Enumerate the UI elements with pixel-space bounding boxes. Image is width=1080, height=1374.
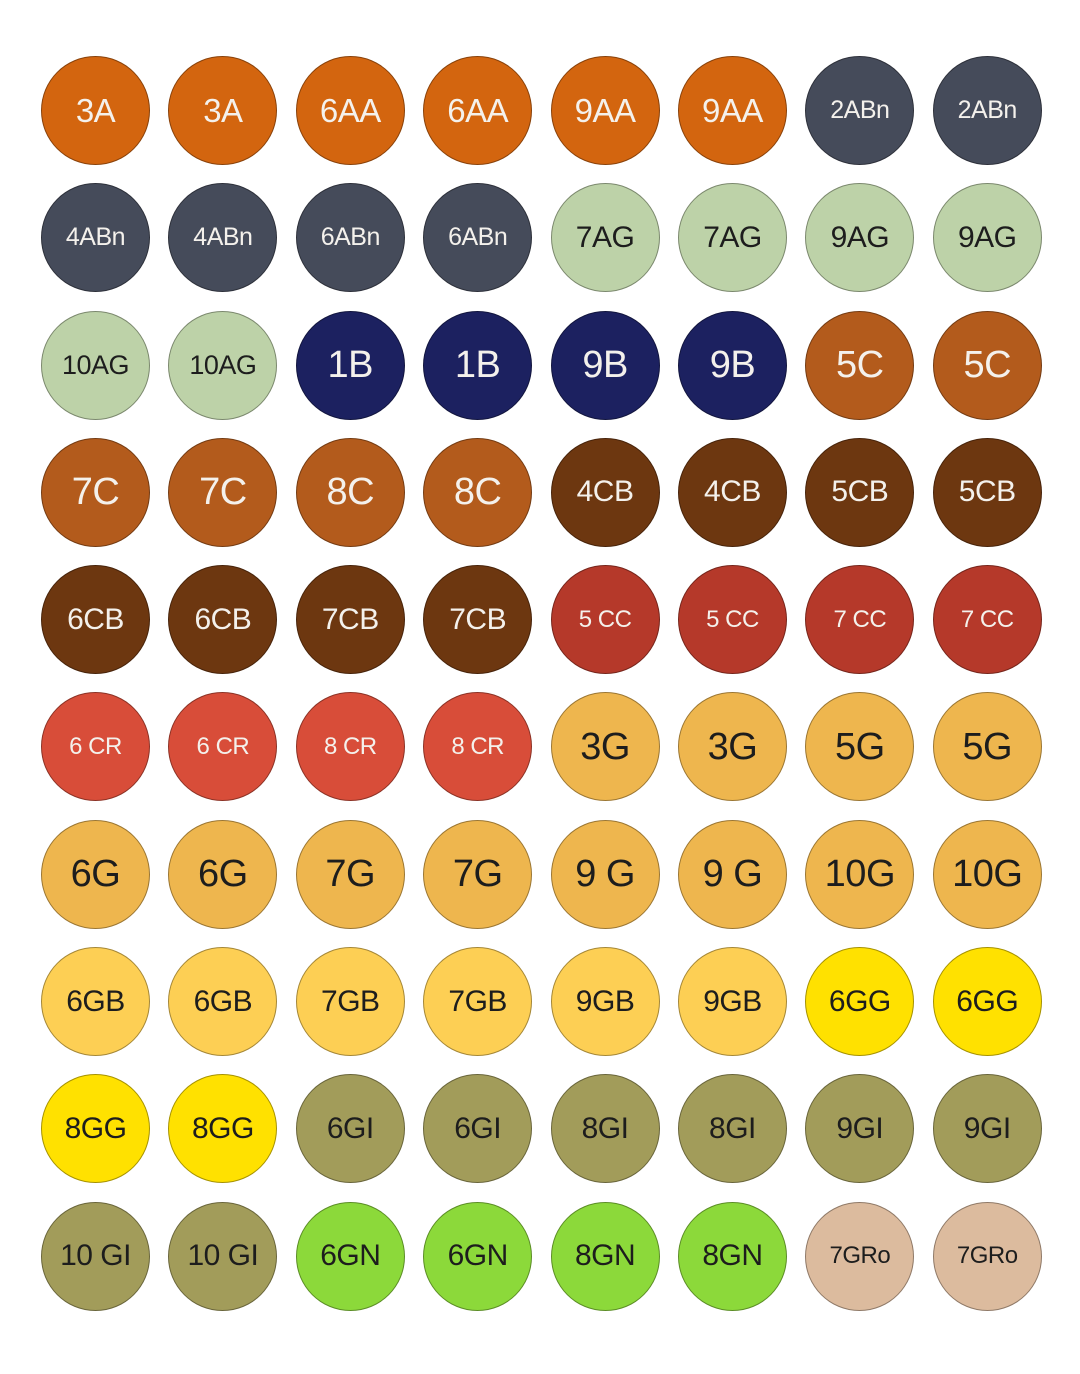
color-dot-9g: 9 G (550, 819, 660, 929)
color-dot-9aa: 9AA (550, 56, 660, 165)
color-dot-9g: 9 G (677, 819, 787, 929)
color-dot-5cb: 5CB (805, 437, 915, 547)
color-dot-7g: 7G (295, 819, 405, 929)
color-dot-1b: 1B (295, 310, 405, 420)
color-dot-7cb: 7CB (295, 565, 405, 675)
color-dot-3a: 3A (41, 56, 150, 165)
color-dot-7c: 7C (168, 437, 278, 547)
color-dot-10gi: 10 GI (41, 1201, 150, 1311)
color-dot-5c: 5C (805, 310, 915, 420)
color-dot-6gn: 6GN (295, 1201, 405, 1311)
color-dot-9b: 9B (677, 310, 787, 420)
color-dot-7gb: 7GB (295, 947, 405, 1057)
color-dot-9gi: 9GI (932, 1074, 1042, 1184)
color-dot-8cr: 8 CR (423, 692, 533, 802)
color-dot-9gi: 9GI (805, 1074, 915, 1184)
color-dot-7c: 7C (41, 437, 150, 547)
color-dot-8gi: 8GI (677, 1074, 787, 1184)
color-dot-5g: 5G (932, 692, 1042, 802)
color-dot-10g: 10G (932, 819, 1042, 929)
color-dot-5cc: 5 CC (550, 565, 660, 675)
color-dot-10ag: 10AG (41, 310, 150, 420)
color-dot-6cr: 6 CR (168, 692, 278, 802)
color-dot-5cc: 5 CC (677, 565, 787, 675)
color-dot-7g: 7G (423, 819, 533, 929)
color-dot-8gn: 8GN (550, 1201, 660, 1311)
color-dot-3a: 3A (168, 56, 278, 165)
color-dot-6aa: 6AA (295, 56, 405, 165)
color-dot-10ag: 10AG (168, 310, 278, 420)
color-dot-6gi: 6GI (423, 1074, 533, 1184)
color-dot-6gn: 6GN (423, 1201, 533, 1311)
color-dot-5g: 5G (805, 692, 915, 802)
color-dot-8gn: 8GN (677, 1201, 787, 1311)
color-dot-6cb: 6CB (41, 565, 150, 675)
color-dot-2abn: 2ABn (932, 56, 1042, 165)
color-dot-6gi: 6GI (295, 1074, 405, 1184)
color-dot-6gb: 6GB (168, 947, 278, 1057)
color-dot-3g: 3G (677, 692, 787, 802)
color-dot-9ag: 9AG (932, 183, 1042, 293)
color-dot-7gro: 7GRo (805, 1201, 915, 1311)
color-dot-4cb: 4CB (677, 437, 787, 547)
color-dot-6abn: 6ABn (295, 183, 405, 293)
color-dot-7ag: 7AG (677, 183, 787, 293)
color-dot-6g: 6G (168, 819, 278, 929)
color-dot-5cb: 5CB (932, 437, 1042, 547)
color-dot-10g: 10G (805, 819, 915, 929)
color-dot-6gb: 6GB (41, 947, 150, 1057)
color-dot-1b: 1B (423, 310, 533, 420)
color-dot-8gi: 8GI (550, 1074, 660, 1184)
color-dot-9gb: 9GB (677, 947, 787, 1057)
color-dot-7gro: 7GRo (932, 1201, 1042, 1311)
color-dot-6cb: 6CB (168, 565, 278, 675)
color-dot-9b: 9B (550, 310, 660, 420)
color-dot-7ag: 7AG (550, 183, 660, 293)
color-dot-8cr: 8 CR (295, 692, 405, 802)
color-dot-6aa: 6AA (423, 56, 533, 165)
color-dot-7gb: 7GB (423, 947, 533, 1057)
color-dot-6gg: 6GG (805, 947, 915, 1057)
color-dot-7cc: 7 CC (805, 565, 915, 675)
color-dot-4cb: 4CB (550, 437, 660, 547)
color-dot-5c: 5C (932, 310, 1042, 420)
color-dot-6cr: 6 CR (41, 692, 150, 802)
color-dot-sheet: 3A 3A 6AA 6AA 9AA 9AA 2ABn 2ABn 4ABn 4AB… (41, 56, 1042, 1311)
color-dot-4abn: 4ABn (168, 183, 278, 293)
color-dot-7cb: 7CB (423, 565, 533, 675)
color-dot-2abn: 2ABn (805, 56, 915, 165)
color-dot-6abn: 6ABn (423, 183, 533, 293)
color-dot-4abn: 4ABn (41, 183, 150, 293)
color-dot-3g: 3G (550, 692, 660, 802)
color-dot-10gi: 10 GI (168, 1201, 278, 1311)
color-dot-9ag: 9AG (805, 183, 915, 293)
color-dot-8c: 8C (423, 437, 533, 547)
color-dot-8gg: 8GG (41, 1074, 150, 1184)
color-dot-9aa: 9AA (677, 56, 787, 165)
color-dot-7cc: 7 CC (932, 565, 1042, 675)
color-dot-6g: 6G (41, 819, 150, 929)
color-dot-8c: 8C (295, 437, 405, 547)
color-dot-9gb: 9GB (550, 947, 660, 1057)
color-dot-6gg: 6GG (932, 947, 1042, 1057)
color-dot-8gg: 8GG (168, 1074, 278, 1184)
